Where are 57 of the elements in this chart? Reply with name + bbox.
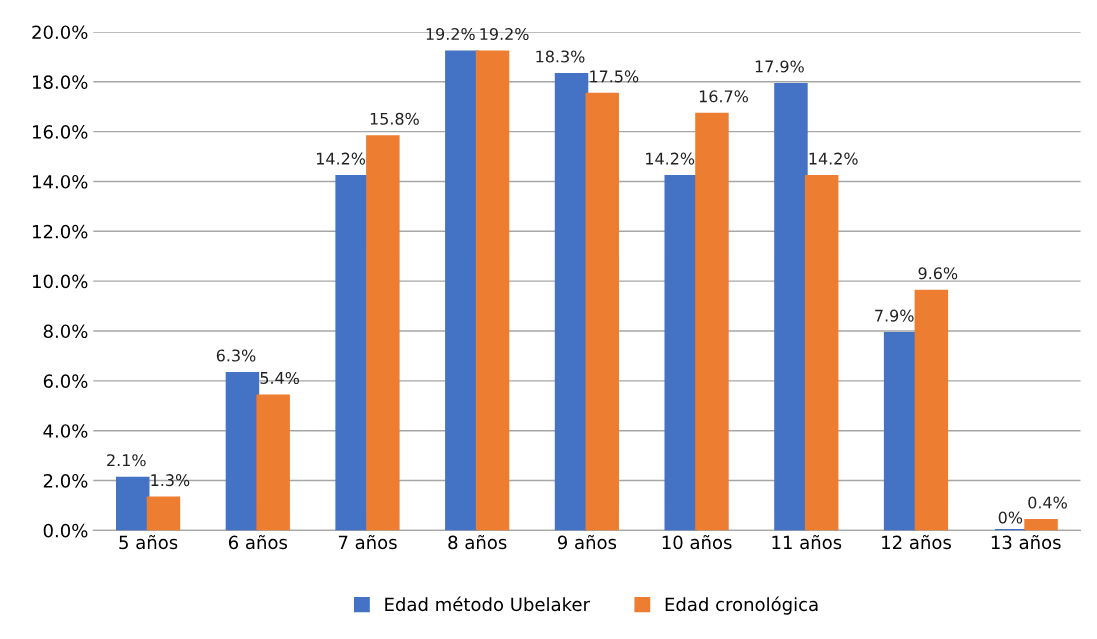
- y-tick-label: 16.0%: [33, 125, 88, 139]
- data-label: 6.3%: [216, 349, 256, 362]
- y-tick-label: 20.0%: [32, 25, 88, 40]
- y-tick-label: 12.0%: [33, 224, 88, 239]
- data-label: 17.9%: [755, 60, 804, 73]
- data-label: 16.7%: [699, 90, 748, 103]
- bar: [366, 135, 400, 531]
- bar: [554, 72, 589, 531]
- data-label: 14.2%: [809, 152, 858, 165]
- y-tick-label: 4.0%: [43, 424, 88, 438]
- x-tick-label: 6 años: [228, 534, 288, 550]
- y-tick-label: 6.0%: [43, 374, 88, 388]
- bar: [475, 50, 510, 531]
- x-tick-label: 11 años: [772, 534, 842, 550]
- data-label: 7.9%: [875, 309, 914, 322]
- x-tick-label: 12 años: [882, 534, 951, 550]
- bar: [445, 50, 479, 531]
- x-tick-label: 13 años: [991, 534, 1061, 550]
- data-label: 0.4%: [1028, 496, 1067, 509]
- bar: [664, 175, 698, 531]
- data-label: 15.8%: [370, 112, 419, 125]
- legend-label: Edad método Ubelaker: [385, 596, 590, 612]
- bar: [256, 394, 290, 531]
- bar: [883, 332, 918, 531]
- data-label: 14.2%: [316, 152, 366, 165]
- data-label: 18.3%: [536, 50, 585, 63]
- x-tick-label: 10 años: [662, 534, 732, 550]
- data-label: 0%: [998, 511, 1023, 524]
- data-label: 17.5%: [590, 70, 639, 83]
- bar: [585, 92, 619, 531]
- y-tick-label: 2.0%: [43, 473, 88, 488]
- y-tick-label: 14.0%: [33, 174, 88, 189]
- x-tick-label: 8 años: [448, 534, 507, 550]
- legend-label: Edad cronológica: [665, 596, 818, 615]
- bar: [335, 175, 369, 531]
- bar: [695, 112, 729, 531]
- data-label: 19.2%: [426, 27, 475, 41]
- data-label: 9.6%: [918, 267, 958, 280]
- bar: [914, 289, 949, 531]
- y-tick-label: 0.0%: [43, 523, 88, 538]
- y-tick-label: 18.0%: [33, 75, 88, 89]
- data-label: 14.2%: [646, 152, 695, 165]
- data-label: 2.1%: [107, 454, 146, 467]
- bar: [225, 371, 260, 531]
- y-tick-label: 8.0%: [43, 324, 88, 339]
- bar: [1024, 519, 1058, 531]
- x-tick-label: 7 años: [338, 534, 397, 550]
- y-tick-label: 10.0%: [33, 274, 88, 289]
- data-label: 19.2%: [480, 27, 529, 41]
- bar: [804, 175, 839, 531]
- x-tick-label: 9 años: [557, 534, 617, 550]
- x-tick-label: 5 años: [119, 534, 178, 550]
- data-label: 5.4%: [260, 371, 300, 384]
- bar: [774, 82, 808, 531]
- data-label: 1.3%: [151, 474, 190, 487]
- bar: [115, 476, 150, 531]
- bar: [146, 496, 181, 531]
